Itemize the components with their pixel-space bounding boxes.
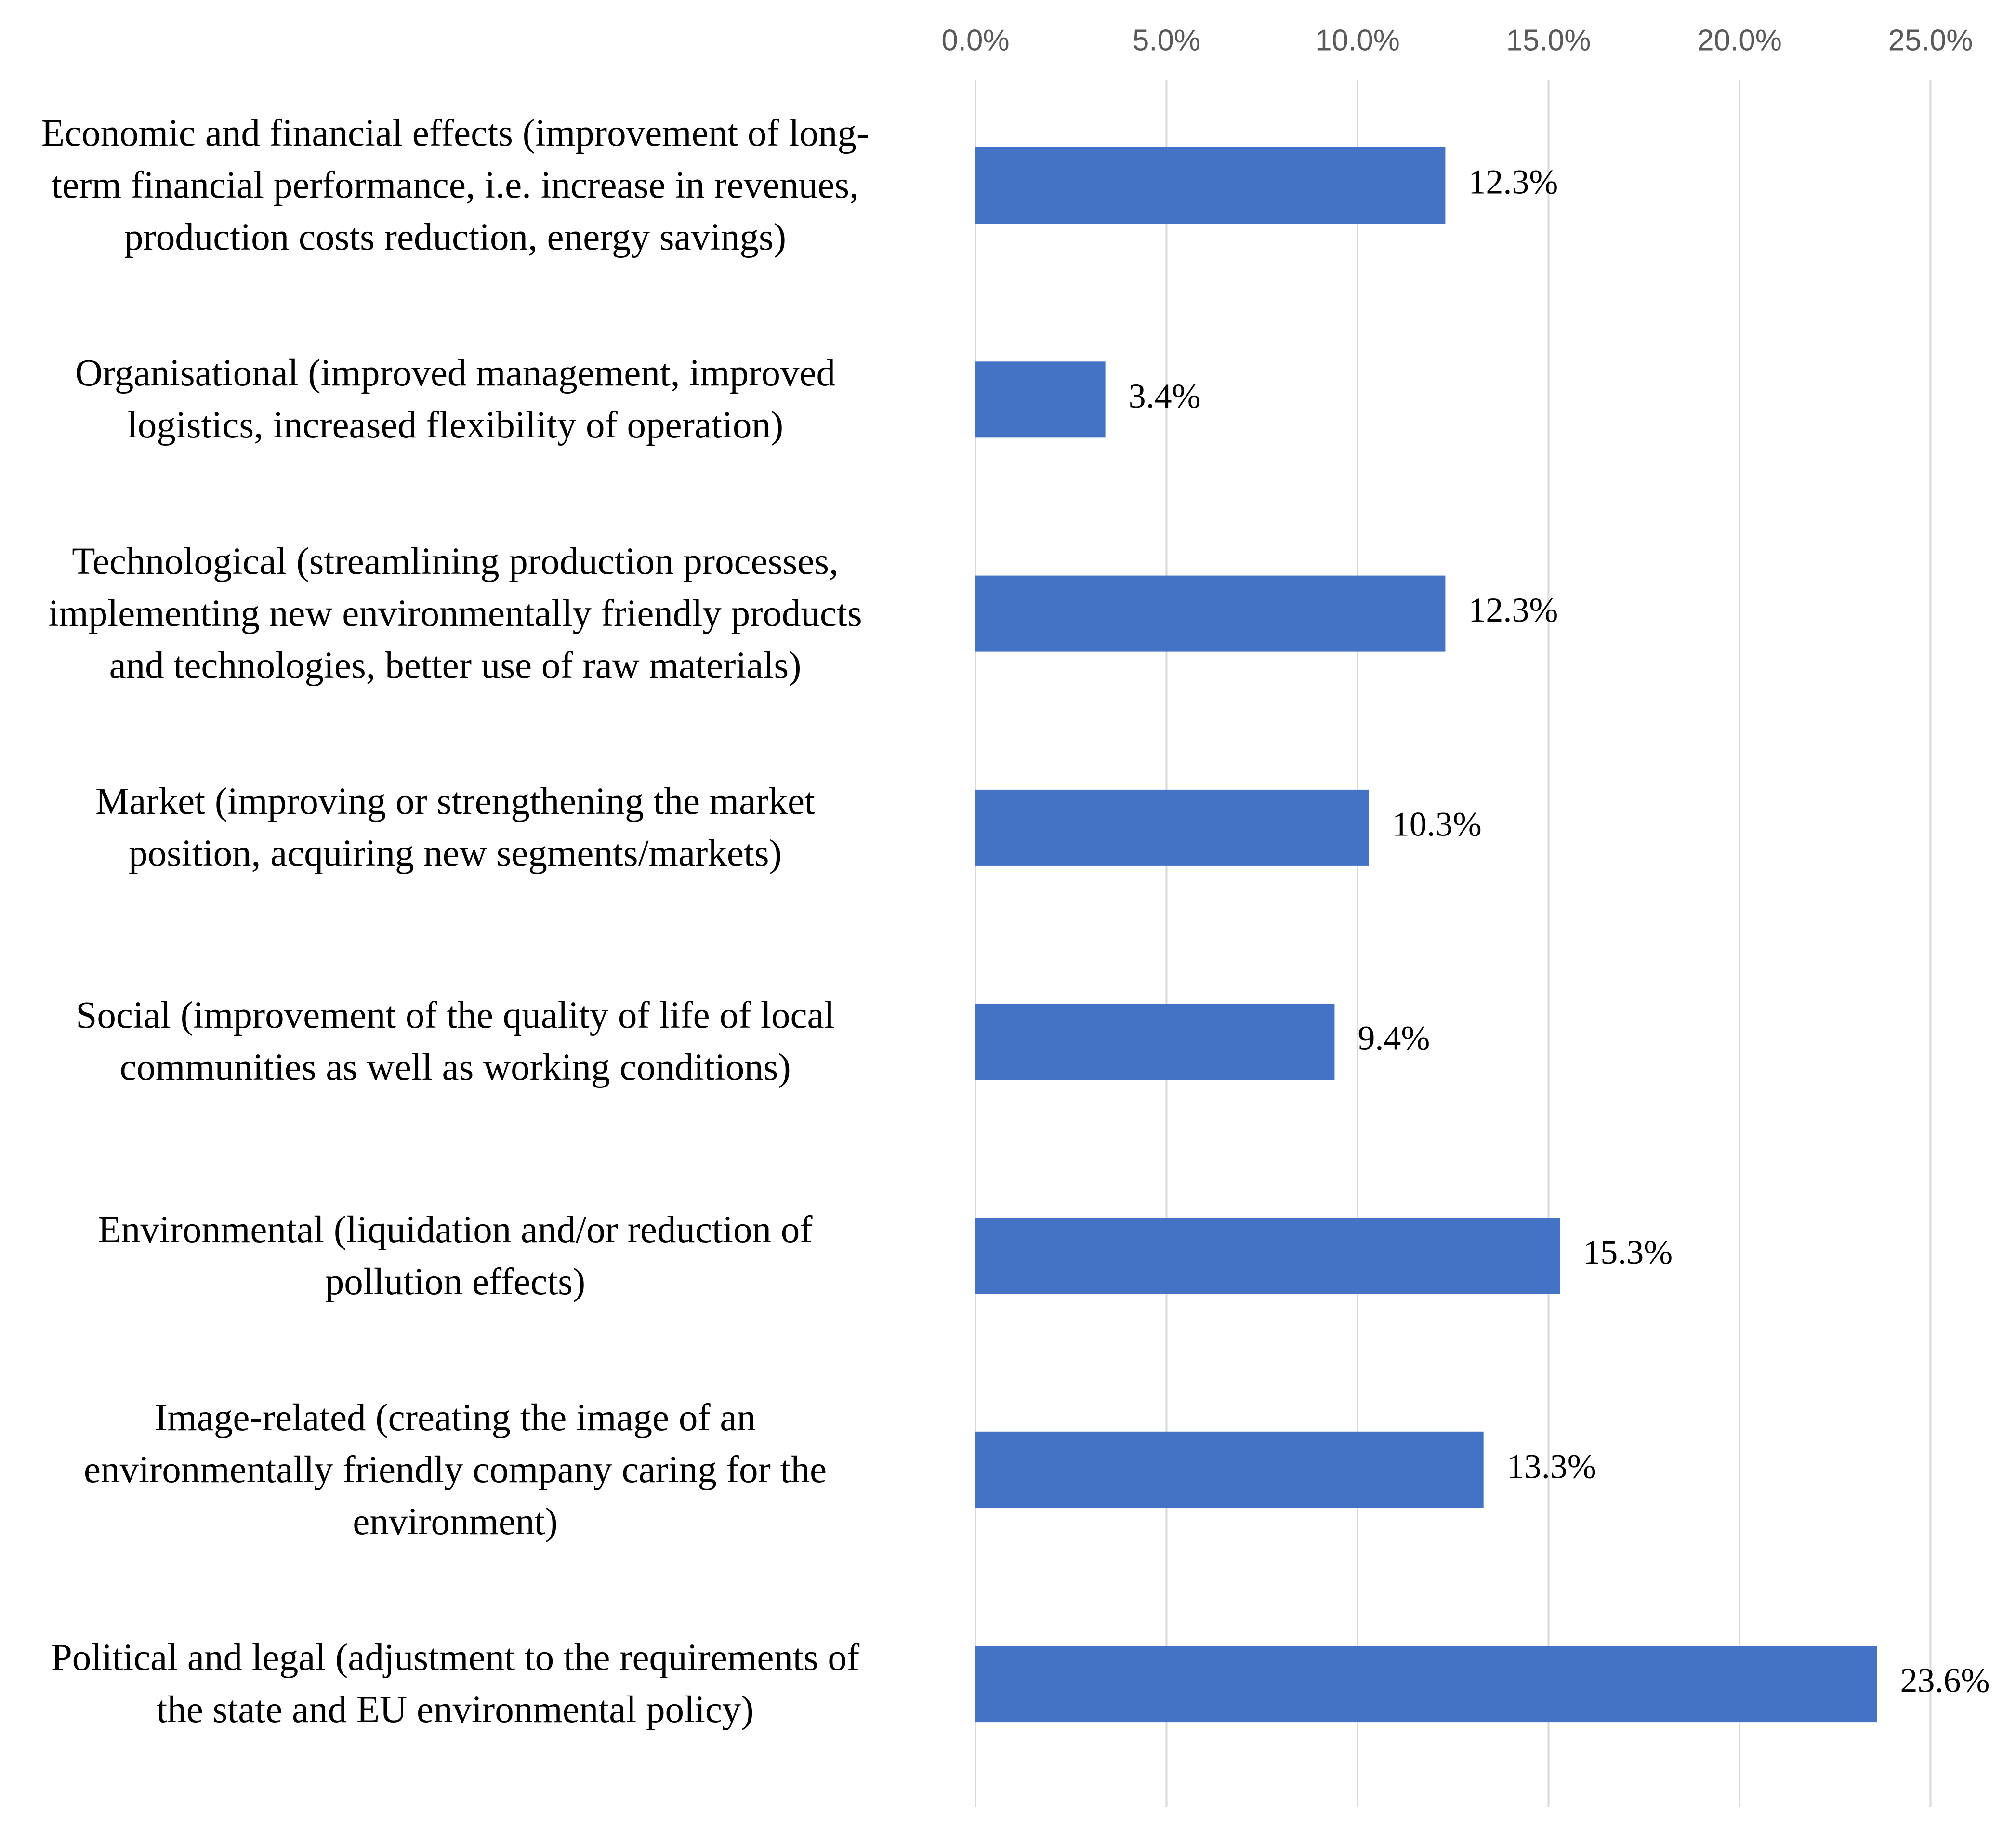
category-label-7: Political and legal (adjustment to the r… bbox=[0, 1632, 937, 1736]
bar-6 bbox=[975, 1431, 1484, 1508]
bar-0 bbox=[975, 147, 1446, 224]
category-label-4-line-0: Social (improvement of the quality of li… bbox=[76, 994, 835, 1037]
category-label-2-line-2: and technologies, better use of raw mate… bbox=[109, 644, 802, 687]
category-label-3-line-0: Market (improving or strengthening the m… bbox=[95, 780, 816, 822]
category-label-6: Image-related (creating the image of an e… bbox=[0, 1392, 937, 1548]
x-tick-label-4: 20.0% bbox=[1697, 24, 1782, 57]
bar-5 bbox=[975, 1218, 1560, 1294]
category-label-5: Environmental (liquidation and/or reduct… bbox=[0, 1204, 937, 1308]
category-label-2-line-1: implementing new environmentally friendl… bbox=[48, 592, 862, 635]
category-label-3: Market (improving or strengthening the m… bbox=[0, 776, 937, 880]
x-tick-label-1: 5.0% bbox=[1133, 24, 1200, 57]
category-label-1-line-1: logistics, increased flexibility of oper… bbox=[127, 404, 784, 447]
x-tick-label-5: 25.0% bbox=[1888, 24, 1973, 57]
category-label-0-line-0: Economic and financial effects (improvem… bbox=[41, 112, 870, 154]
data-label-3: 10.3% bbox=[1392, 805, 1482, 843]
category-label-0-line-1: term financial performance, i.e. increas… bbox=[52, 164, 859, 206]
category-label-2-line-0: Technological (streamlining production p… bbox=[72, 540, 839, 583]
bar-1 bbox=[975, 361, 1106, 438]
data-label-1: 3.4% bbox=[1129, 377, 1201, 415]
x-tick-label-2: 10.0% bbox=[1315, 24, 1400, 57]
x-tick-label-0: 0.0% bbox=[941, 24, 1009, 57]
category-label-3-line-1: position, acquiring new segments/markets… bbox=[129, 832, 782, 875]
category-label-0: Economic and financial effects (improvem… bbox=[0, 107, 937, 264]
category-label-1: Organisational (improved management, imp… bbox=[0, 347, 937, 451]
data-label-7: 23.6% bbox=[1900, 1661, 1990, 1700]
category-label-6-line-2: environment) bbox=[353, 1500, 558, 1543]
category-label-6-line-0: Image-related (creating the image of an bbox=[155, 1396, 756, 1439]
category-label-1-line-0: Organisational (improved management, imp… bbox=[75, 352, 836, 395]
bar-4 bbox=[975, 1004, 1335, 1080]
data-label-5: 15.3% bbox=[1583, 1233, 1673, 1272]
category-label-5-line-1: pollution effects) bbox=[325, 1260, 586, 1303]
category-label-7-line-1: the state and EU environmental policy) bbox=[157, 1689, 754, 1731]
bar-3 bbox=[975, 789, 1369, 866]
category-label-6-line-1: environmentally friendly company caring … bbox=[83, 1448, 827, 1491]
category-label-5-line-0: Environmental (liquidation and/or reduct… bbox=[98, 1208, 813, 1251]
category-label-4-line-1: communities as well as working condition… bbox=[119, 1047, 791, 1089]
category-label-0-line-2: production costs reduction, energy savin… bbox=[124, 216, 787, 258]
data-label-6: 13.3% bbox=[1507, 1447, 1596, 1485]
category-label-7-line-0: Political and legal (adjustment to the r… bbox=[51, 1637, 860, 1679]
bar-7 bbox=[975, 1646, 1877, 1723]
data-label-4: 9.4% bbox=[1357, 1019, 1430, 1058]
bar-2 bbox=[975, 575, 1446, 652]
category-label-2: Technological (streamlining production p… bbox=[0, 536, 937, 692]
data-label-2: 12.3% bbox=[1468, 591, 1558, 629]
category-label-4: Social (improvement of the quality of li… bbox=[0, 990, 937, 1094]
x-tick-label-3: 15.0% bbox=[1506, 24, 1591, 57]
data-label-0: 12.3% bbox=[1468, 163, 1558, 201]
